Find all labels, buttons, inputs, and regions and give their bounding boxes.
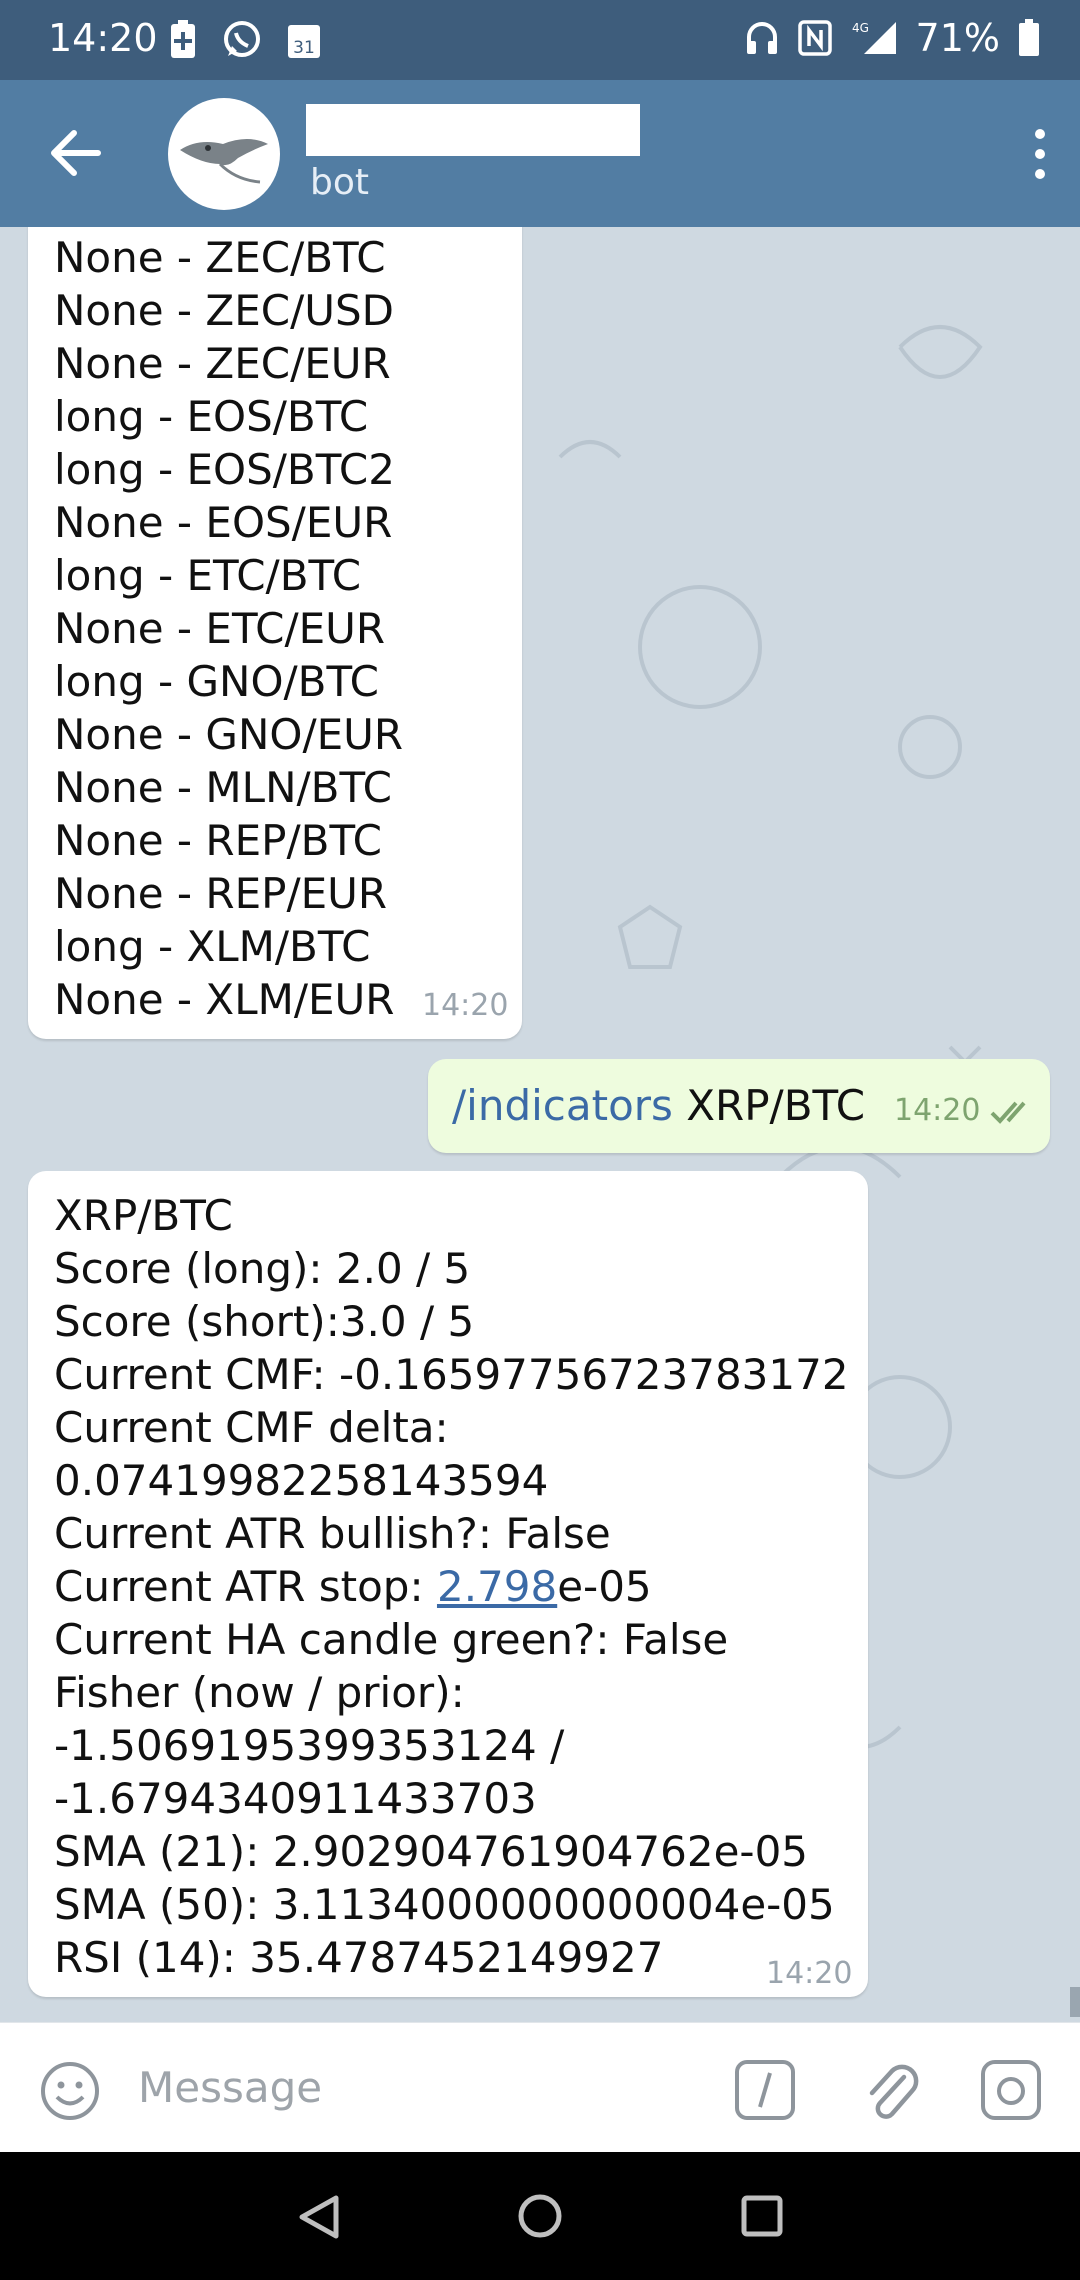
indicator-lines: XRP/BTC Score (long): 2.0 / 5 Score (sho… [54, 1189, 849, 1984]
message-composer: Message [0, 2022, 1080, 2153]
chat-subtitle: bot [310, 162, 369, 203]
nfc-icon [797, 20, 832, 56]
bot-command-icon[interactable] [734, 2059, 796, 2121]
sma-50: SMA (50): 3.1134000000000004e-05 [54, 1880, 835, 1929]
back-arrow-icon[interactable] [46, 123, 106, 183]
attach-icon[interactable] [860, 2057, 922, 2123]
pair-signal-line: None - ZEC/EUR [54, 339, 391, 388]
back-nav-icon[interactable] [296, 2194, 342, 2240]
pair-signal-line: None - REP/EUR [54, 869, 388, 918]
battery-icon [1019, 19, 1039, 56]
pair-signal-line: None - MLN/BTC [54, 763, 392, 812]
cmf-delta-label: Current CMF delta: [54, 1403, 449, 1452]
pair-list: None - ZEC/BTC None - ZEC/USD None - ZEC/E… [54, 231, 403, 1026]
pair-signal-line: None - ZEC/USD [54, 286, 394, 335]
report-pair: XRP/BTC [54, 1191, 233, 1240]
pair-signal-line: None - ZEC/BTC [54, 233, 386, 282]
camera-icon[interactable] [980, 2059, 1042, 2121]
ha-candle-green: Current HA candle green?: False [54, 1615, 729, 1664]
home-nav-icon[interactable] [516, 2192, 564, 2240]
headphones-icon [746, 22, 777, 54]
atr-stop: Current ATR stop: 2.798e-05 [54, 1562, 652, 1611]
battery-percentage: 71% [915, 16, 1000, 60]
current-cmf: Current CMF: -0.16597756723783172 [54, 1350, 849, 1399]
pair-signal-line: None - EOS/EUR [54, 498, 393, 547]
avatar[interactable] [168, 98, 280, 210]
signal-4g-icon: 4G [852, 21, 896, 54]
pair-signal-line: None - GNO/EUR [54, 710, 404, 759]
command-link[interactable]: /indicators [452, 1081, 673, 1130]
whatsapp-icon [224, 21, 260, 57]
pair-signal-line: long - EOS/BTC2 [54, 445, 395, 494]
fisher-now: -1.5069195399353124 / [54, 1721, 565, 1770]
sma-21: SMA (21): 2.902904761904762e-05 [54, 1827, 809, 1876]
notification-icons: 31 [168, 20, 322, 60]
message-input[interactable]: Message [138, 2063, 323, 2112]
cmf-delta-value: 0.07419982258143594 [54, 1456, 549, 1505]
system-icons: 4G 71% [744, 16, 1040, 60]
status-time: 14:20 [48, 16, 158, 60]
read-checkmarks-icon [990, 1101, 1026, 1124]
message-time: 14:20 [894, 1093, 981, 1128]
pair-signal-line: None - REP/BTC [54, 816, 382, 865]
pair-signal-line: long - ETC/BTC [54, 551, 362, 600]
recents-nav-icon[interactable] [740, 2194, 784, 2238]
battery-saver-icon [171, 20, 195, 58]
pair-signal-line: long - EOS/BTC [54, 392, 369, 441]
svg-text:4G: 4G [852, 21, 869, 35]
message-bubble-outgoing[interactable]: /indicators XRP/BTC 14:20 [428, 1059, 1050, 1153]
fisher-label: Fisher (now / prior): [54, 1668, 465, 1717]
chat-area[interactable]: None - ZEC/BTC None - ZEC/USD None - ZEC/E… [0, 227, 1080, 2022]
command-argument: XRP/BTC [672, 1081, 866, 1130]
scrollbar[interactable] [1070, 1987, 1080, 2017]
message-time: 14:20 [422, 988, 509, 1023]
message-time: 14:20 [766, 1956, 853, 1991]
atr-stop-link[interactable]: 2.798 [436, 1562, 558, 1611]
chat-header: bot [0, 80, 1080, 227]
score-short: Score (short):3.0 / 5 [54, 1297, 475, 1346]
system-navigation-bar [0, 2152, 1080, 2280]
status-bar: 14:20 31 4G 71% [0, 0, 1080, 80]
more-options-icon[interactable] [1030, 124, 1050, 184]
pair-signal-line: None - XLM/EUR [54, 975, 395, 1024]
chat-title[interactable] [306, 104, 640, 156]
pair-signal-line: None - ETC/EUR [54, 604, 386, 653]
pair-signal-line: long - GNO/BTC [54, 657, 380, 706]
command-text: /indicators XRP/BTC [452, 1081, 865, 1130]
manta-ray-icon [180, 139, 268, 184]
atr-bullish: Current ATR bullish?: False [54, 1509, 611, 1558]
score-long: Score (long): 2.0 / 5 [54, 1244, 471, 1293]
message-bubble-incoming[interactable]: None - ZEC/BTC None - ZEC/USD None - ZEC/E… [28, 227, 522, 1039]
pair-signal-line: long - XLM/BTC [54, 922, 371, 971]
fisher-prior: -1.6794340911433703 [54, 1774, 537, 1823]
calendar-icon: 31 [288, 25, 320, 58]
rsi-14: RSI (14): 35.4787452149927 [54, 1933, 664, 1982]
emoji-icon[interactable] [38, 2059, 102, 2123]
indicator-report-bubble[interactable]: XRP/BTC Score (long): 2.0 / 5 Score (sho… [28, 1171, 868, 1997]
svg-text:31: 31 [293, 38, 315, 58]
